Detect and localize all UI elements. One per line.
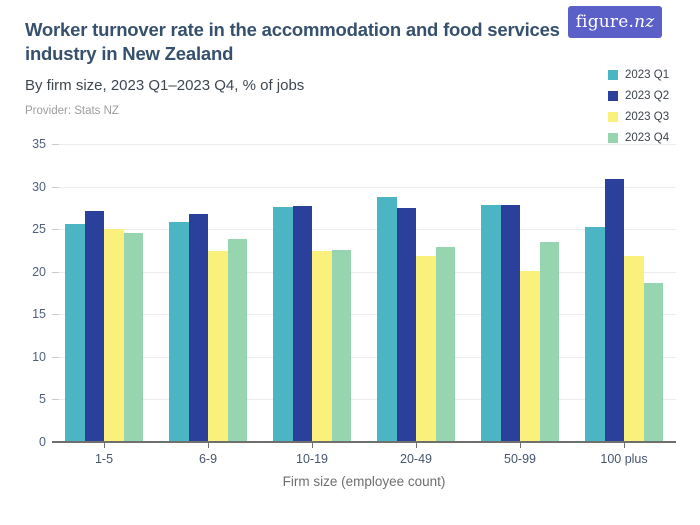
- figurenz-logo-text: figure.nz: [575, 12, 655, 32]
- y-tick-label-35: 35: [32, 136, 46, 151]
- gridline-15: [52, 314, 676, 316]
- bar-2023-Q2-100 plus[interactable]: [604, 178, 624, 442]
- y-tick-label-25: 25: [32, 221, 46, 236]
- legend: 2023 Q1 2023 Q2 2023 Q3 2023 Q4: [608, 64, 669, 148]
- y-tick-25: [52, 229, 59, 231]
- bar-2023-Q4-6-9[interactable]: [227, 238, 247, 442]
- bar-2023-Q3-6-9[interactable]: [208, 251, 228, 442]
- gridline-30: [52, 186, 676, 188]
- y-tick-5: [52, 399, 59, 401]
- x-axis-title: Firm size (employee count): [282, 474, 446, 489]
- chart-title: Worker turnover rate in the accommodatio…: [25, 19, 560, 65]
- x-tick-100 plus: [624, 443, 625, 448]
- provider-label: Provider: Stats NZ: [25, 105, 119, 117]
- x-tick-label-100 plus: 100 plus: [600, 452, 648, 466]
- bar-2023-Q4-100 plus[interactable]: [643, 282, 663, 442]
- bar-2023-Q4-50-99[interactable]: [539, 241, 559, 442]
- bar-group-10-19: [260, 144, 364, 442]
- x-tick-6-9: [208, 443, 209, 448]
- figurenz-logo[interactable]: figure.nz: [568, 6, 662, 38]
- legend-swatch-2023-Q2: [608, 90, 618, 101]
- y-tick-30: [52, 186, 59, 188]
- legend-item-2023-Q3: 2023 Q3: [608, 106, 669, 127]
- legend-item-2023-Q2: 2023 Q2: [608, 85, 669, 106]
- x-axis-line: [52, 441, 676, 443]
- bar-2023-Q3-100 plus[interactable]: [624, 255, 644, 442]
- bar-groups: [52, 144, 676, 442]
- bar-2023-Q1-20-49[interactable]: [377, 196, 397, 442]
- x-tick-label-10-19: 10-19: [296, 452, 328, 466]
- bar-2023-Q3-50-99[interactable]: [520, 270, 540, 442]
- bar-group-1-5: [52, 144, 156, 442]
- bar-2023-Q4-10-19[interactable]: [331, 249, 351, 442]
- bar-2023-Q2-1-5[interactable]: [84, 211, 104, 442]
- gridline-10: [52, 356, 676, 358]
- bar-2023-Q1-100 plus[interactable]: [585, 227, 605, 442]
- y-tick-label-10: 10: [32, 349, 46, 364]
- y-tick-10: [52, 356, 59, 358]
- x-axis: 1-5 6-9 10-19 20-49 50-99 100 plus: [52, 442, 676, 470]
- legend-label-2023-Q4: 2023 Q4: [625, 131, 670, 144]
- y-tick-label-20: 20: [32, 264, 46, 279]
- y-tick-35: [52, 144, 59, 145]
- bar-2023-Q2-10-19[interactable]: [292, 206, 312, 442]
- y-tick-label-0: 0: [39, 434, 46, 449]
- bar-2023-Q1-10-19[interactable]: [273, 207, 293, 442]
- y-tick-20: [52, 271, 59, 273]
- y-tick-15: [52, 314, 59, 316]
- plot-area: [52, 144, 676, 443]
- x-tick-label-50-99: 50-99: [504, 452, 536, 466]
- legend-item-2023-Q1: 2023 Q1: [608, 64, 669, 85]
- y-tick-label-30: 30: [32, 179, 46, 194]
- bar-2023-Q2-6-9[interactable]: [188, 213, 208, 442]
- bar-group-6-9: [156, 144, 260, 442]
- bar-group-100 plus: [572, 144, 676, 442]
- bar-group-20-49: [364, 144, 468, 442]
- x-tick-label-20-49: 20-49: [400, 452, 432, 466]
- legend-label-2023-Q1: 2023 Q1: [625, 68, 670, 81]
- x-tick-label-6-9: 6-9: [198, 452, 218, 466]
- bar-2023-Q3-20-49[interactable]: [416, 255, 436, 442]
- x-tick-20-49: [416, 443, 417, 448]
- bar-2023-Q1-50-99[interactable]: [481, 205, 501, 442]
- legend-swatch-2023-Q1: [608, 69, 618, 80]
- x-tick-50-99: [520, 443, 521, 448]
- bar-2023-Q3-1-5[interactable]: [104, 229, 124, 442]
- legend-swatch-2023-Q3: [608, 111, 618, 122]
- gridline-5: [52, 399, 676, 401]
- bar-2023-Q4-1-5[interactable]: [123, 232, 143, 442]
- bar-2023-Q1-1-5[interactable]: [65, 224, 85, 442]
- gridline-35: [52, 144, 676, 145]
- bar-group-50-99: [468, 144, 572, 442]
- chart-subtitle: By firm size, 2023 Q1–2023 Q4, % of jobs: [25, 77, 305, 94]
- legend-swatch-2023-Q4: [608, 132, 618, 143]
- legend-item-2023-Q4: 2023 Q4: [608, 127, 669, 148]
- legend-label-2023-Q3: 2023 Q3: [625, 110, 670, 123]
- gridline-25: [52, 229, 676, 231]
- x-tick-label-1-5: 1-5: [94, 452, 114, 466]
- bar-2023-Q2-50-99[interactable]: [500, 205, 520, 442]
- bar-2023-Q3-10-19[interactable]: [312, 251, 332, 442]
- y-tick-label-5: 5: [39, 392, 46, 407]
- bar-2023-Q4-20-49[interactable]: [435, 247, 455, 442]
- bar-2023-Q1-6-9[interactable]: [169, 222, 189, 442]
- legend-label-2023-Q2: 2023 Q2: [625, 89, 670, 102]
- x-tick-10-19: [312, 443, 313, 448]
- gridline-20: [52, 271, 676, 273]
- x-tick-1-5: [104, 443, 105, 448]
- bar-2023-Q2-20-49[interactable]: [396, 207, 416, 442]
- y-tick-label-15: 15: [32, 307, 46, 322]
- y-axis: 0 5 10 15 20 25 30 35: [16, 138, 46, 448]
